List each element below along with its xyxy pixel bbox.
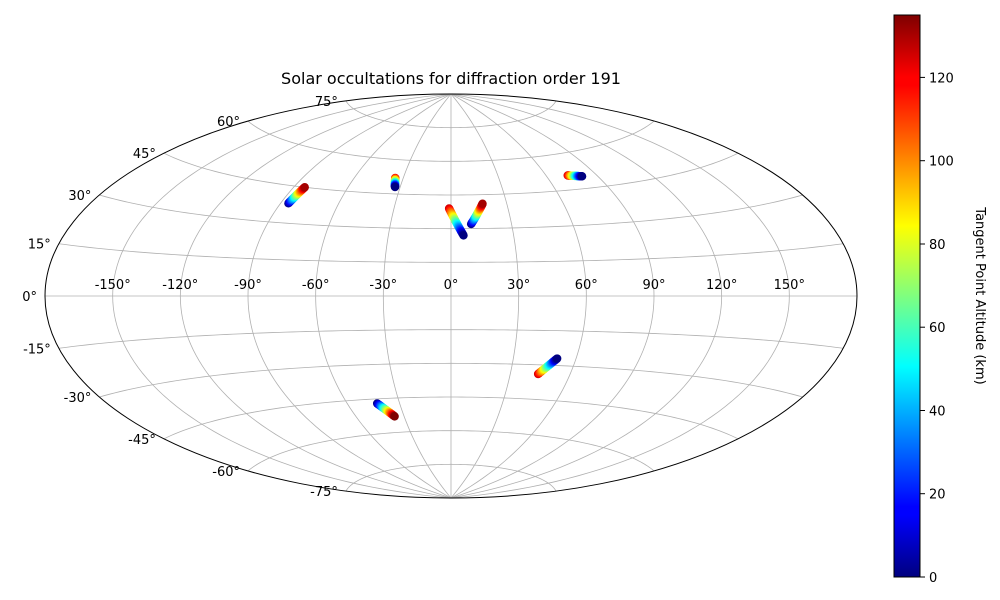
- latitude-tick-label: 30°: [68, 189, 91, 204]
- chart-title: Solar occultations for diffraction order…: [281, 69, 621, 88]
- colorbar-gradient: [893, 14, 921, 578]
- occultation-track: [563, 171, 587, 181]
- data-point: [300, 183, 309, 192]
- graticule: [45, 94, 857, 498]
- data-point: [390, 182, 400, 192]
- parallel-line: [163, 396, 739, 440]
- longitude-tick-label: -90°: [234, 278, 262, 293]
- parallel-line: [99, 194, 803, 230]
- latitude-tick-labels: -75° -60° -45° -30° -15° 0° 15° 30° 45° 60° 75°: [22, 95, 338, 500]
- longitude-tick-label: -120°: [162, 278, 198, 293]
- latitude-tick-label: 0°: [22, 290, 37, 305]
- longitude-tick-label: 30°: [507, 278, 530, 293]
- latitude-tick-label: 45°: [133, 147, 156, 162]
- occultation-track: [284, 183, 309, 208]
- latitude-tick-label: 15°: [28, 238, 51, 253]
- data-point: [390, 412, 399, 421]
- colorbar-tick-label: 120: [929, 71, 954, 86]
- map-projection: -150° -120° -90° -60° -30° 0° 30° 60° 90° 120° 150…: [22, 93, 858, 500]
- latitude-tick-label: -60°: [212, 465, 240, 480]
- colorbar-tick-label: 0: [929, 571, 937, 586]
- colorbar: 0 20 40 60 80 100 120 Tangent Point Altitude (…: [893, 14, 987, 586]
- occultation-track: [533, 354, 562, 379]
- longitude-tick-label: 0°: [444, 278, 459, 293]
- parallel-line: [58, 329, 844, 349]
- longitude-tick-label: 90°: [642, 278, 665, 293]
- longitude-tick-label: 150°: [774, 278, 805, 293]
- longitude-tick-labels: -150° -120° -90° -60° -30° 0° 30° 60° 90° 120° 150…: [95, 278, 805, 293]
- longitude-tick-label: 120°: [706, 278, 737, 293]
- occultation-track: [390, 173, 400, 192]
- parallel-line: [99, 362, 803, 398]
- longitude-tick-label: -150°: [95, 278, 131, 293]
- data-point: [552, 354, 562, 363]
- map-boundary: [44, 93, 858, 499]
- colorbar-tick-label: 100: [929, 155, 954, 170]
- parallel-line: [345, 463, 557, 492]
- colorbar-ticks: 0 20 40 60 80 100 120: [920, 71, 954, 586]
- latitude-tick-label: 60°: [217, 115, 240, 130]
- latitude-tick-label: 75°: [315, 95, 338, 110]
- colorbar-tick-label: 60: [929, 321, 946, 336]
- parallel-line: [345, 100, 557, 129]
- colorbar-tick-label: 40: [929, 405, 946, 420]
- parallel-line: [163, 152, 739, 196]
- latitude-tick-label: -45°: [128, 433, 156, 448]
- parallel-line: [247, 120, 655, 162]
- occultation-track: [444, 204, 468, 240]
- colorbar-tick-label: 80: [929, 238, 946, 253]
- colorbar-tick-label: 20: [929, 488, 946, 503]
- latitude-tick-label: -15°: [23, 342, 51, 357]
- latitude-tick-label: -75°: [310, 485, 338, 500]
- longitude-tick-label: 60°: [575, 278, 598, 293]
- latitude-tick-label: -30°: [64, 391, 92, 406]
- data-point: [577, 172, 587, 181]
- data-point: [459, 231, 468, 240]
- data-point: [478, 199, 487, 208]
- longitude-tick-label: -30°: [369, 278, 397, 293]
- parallel-line: [247, 430, 655, 472]
- longitude-tick-label: -60°: [302, 278, 330, 293]
- colorbar-label: Tangent Point Altitude (km): [972, 206, 987, 384]
- occultation-tracks: [284, 171, 587, 421]
- occultation-track: [466, 199, 487, 229]
- occultation-track: [372, 399, 399, 421]
- parallel-line: [58, 243, 844, 263]
